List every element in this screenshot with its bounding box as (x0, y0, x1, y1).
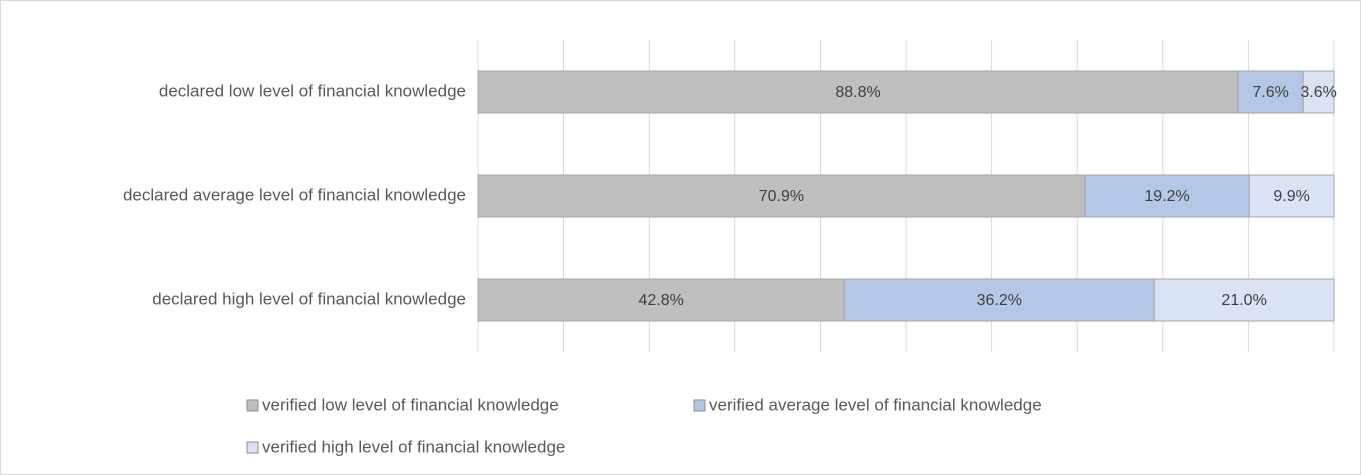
legend-swatch (693, 399, 706, 412)
data-label: 36.2% (977, 292, 1022, 309)
data-label: 42.8% (638, 292, 683, 309)
bar-segment (1153, 278, 1335, 322)
data-label: 7.6% (1252, 84, 1288, 101)
data-label: 88.8% (835, 84, 880, 101)
data-label: 9.9% (1273, 188, 1309, 205)
legend-swatch (246, 399, 259, 412)
y-tick-label: declared high level of financial knowled… (152, 289, 466, 308)
y-tick-label: declared low level of financial knowledg… (159, 81, 466, 100)
data-label: 70.9% (759, 188, 804, 205)
y-tick-label: declared average level of financial know… (123, 185, 466, 204)
bar-segment (1084, 174, 1250, 218)
data-label: 21.0% (1221, 292, 1266, 309)
legend-label: verified high level of financial knowled… (262, 437, 565, 456)
bar-segment (843, 278, 1155, 322)
legend-label: verified average level of financial know… (709, 395, 1042, 414)
bar-segment (477, 70, 1239, 114)
legend-swatch (246, 441, 259, 454)
bar-segment (1302, 70, 1335, 114)
data-label: 3.6% (1300, 84, 1336, 101)
data-label: 19.2% (1144, 188, 1189, 205)
legend-label: verified low level of financial knowledg… (262, 395, 559, 414)
bar-segment (477, 174, 1086, 218)
bar-segment (1248, 174, 1335, 218)
